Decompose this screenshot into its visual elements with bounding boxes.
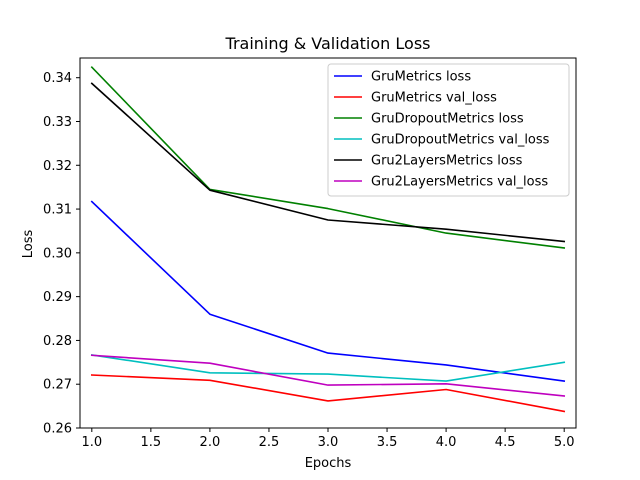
legend-label: GruMetrics val_loss [371,91,497,106]
y-tick-label: 0.33 [43,115,72,130]
x-tick-label: 5.0 [554,435,575,450]
legend-label: GruMetrics loss [371,70,471,85]
x-tick-label: 1.0 [81,435,102,450]
x-tick-label: 3.5 [377,435,398,450]
y-tick-label: 0.31 [43,203,72,218]
legend-label: Gru2LayersMetrics loss [371,154,523,169]
chart-title: Training & Validation Loss [225,34,431,53]
y-tick-label: 0.27 [43,378,72,393]
y-tick-label: 0.29 [43,290,72,305]
x-tick-label: 2.5 [259,435,280,450]
y-tick-label: 0.30 [43,246,72,261]
plot-area: 1.0 1.5 2.0 2.5 3.0 3.5 4.0 4.5 5.0 0.26 0.27 0.28 0… [43,57,577,450]
y-tick-label: 0.32 [43,159,72,174]
y-axis-label: Loss [21,230,36,259]
legend-label: Gru2LayersMetrics val_loss [371,175,548,190]
legend: GruMetrics loss GruMetrics val_loss GruDro… [327,63,570,197]
series-line-6 [90,354,566,397]
series-line-2 [90,374,566,413]
x-tick-label: 4.0 [436,435,457,450]
y-tick-label: 0.28 [43,334,72,349]
legend-label: GruDropoutMetrics val_loss [371,133,550,148]
legend-box [327,63,570,197]
y-tick-label: 0.34 [43,71,72,86]
x-tick-label: 2.0 [200,435,221,450]
x-axis-label: Epochs [305,456,352,471]
y-tick-label: 0.26 [43,422,72,437]
x-tick-label: 4.5 [495,435,516,450]
x-tick-label: 3.0 [318,435,339,450]
series-line-3 [90,66,566,249]
series-line-5 [90,82,566,243]
legend-label: GruDropoutMetrics loss [371,112,524,127]
series-line-1 [90,200,566,383]
series-line-4 [90,353,566,382]
x-tick-label: 1.5 [141,435,162,450]
